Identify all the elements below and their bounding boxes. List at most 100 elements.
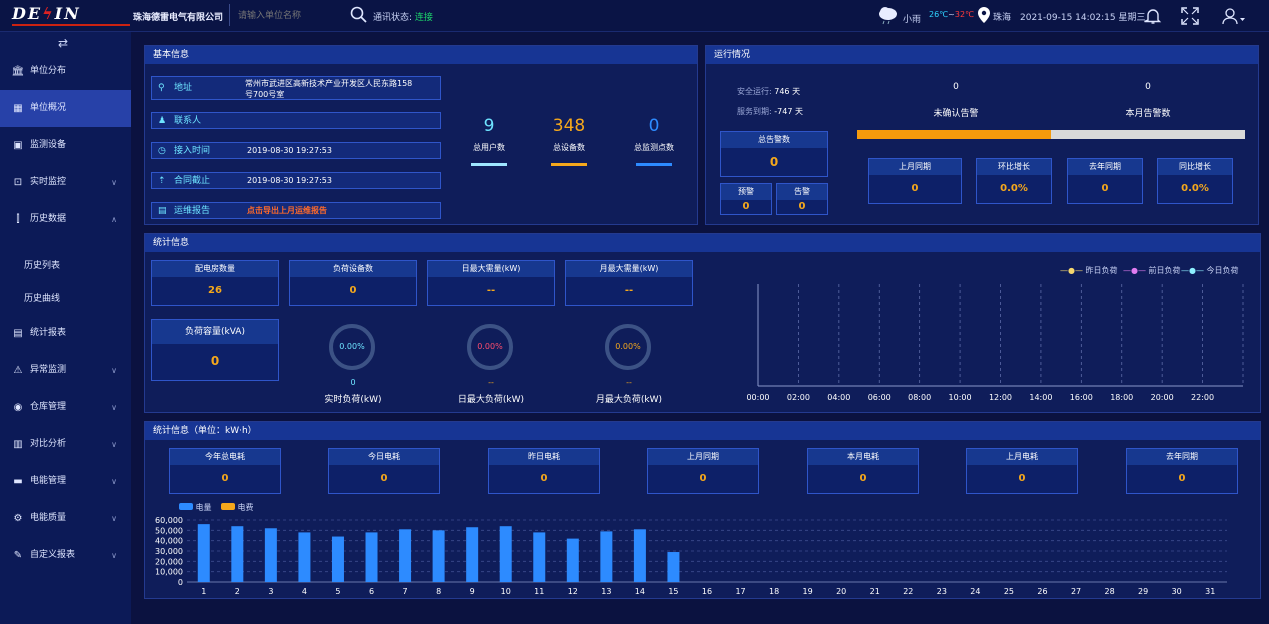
energy-bar[interactable] <box>298 532 311 582</box>
contact-row: ♟ 联系人 <box>151 112 441 129</box>
sidebar-item-realtime[interactable]: ⊡ 实时监控 ∨ <box>0 164 131 201</box>
alarm-progress-bar <box>857 130 1245 139</box>
panel-title: 基本信息 <box>145 46 697 64</box>
alert-icon: ⚠ <box>13 365 23 376</box>
sidebar-subitem-history-list[interactable]: 历史列表 <box>24 261 61 271</box>
stat-monitor-points: 0 总监测点数 <box>624 116 684 166</box>
alarm-progress-fill <box>857 130 1051 139</box>
document-icon: ▤ <box>158 206 167 216</box>
legend-energy: 电量 <box>179 502 212 513</box>
x-tick-label: 30 <box>1172 587 1182 596</box>
x-tick-label: 2 <box>235 587 240 596</box>
total-alarm-card: 总告警数 0 <box>720 131 828 177</box>
energy-bar[interactable] <box>566 538 579 582</box>
x-tick-label: 1 <box>201 587 206 596</box>
energy-bar[interactable] <box>466 527 479 582</box>
export-report-link[interactable]: 点击导出上月运维报告 <box>247 206 327 215</box>
user-icon[interactable] <box>1222 7 1246 25</box>
safe-running: 安全运行: 746 天 <box>737 87 801 96</box>
legend-cost: 电费 <box>221 502 254 513</box>
month-alarm-value: 0 <box>1145 82 1151 92</box>
energy-bar[interactable] <box>264 528 277 582</box>
bell-icon[interactable] <box>1144 7 1162 25</box>
y-tick-label: 30,000 <box>155 547 183 556</box>
hour-tick-label: 04:00 <box>827 393 850 402</box>
x-tick-label: 26 <box>1037 587 1047 596</box>
sidebar: ⇄ 🏛 单位分布 ▦ 单位概况 ▣ 监测设备 ⊡ 实时监控 ∨ ⫿ 历史数据 ∧ 历史列表 历… <box>0 32 131 624</box>
sidebar-item-custom-report[interactable]: ✎ 自定义报表 ∨ <box>0 537 131 574</box>
x-tick-label: 29 <box>1138 587 1148 596</box>
search-input[interactable] <box>229 4 347 26</box>
energy-bar[interactable] <box>600 531 613 582</box>
y-tick-label: 20,000 <box>155 557 183 566</box>
stat-devices: 348 总设备数 <box>539 116 599 166</box>
energy-bar[interactable] <box>633 529 646 582</box>
x-tick-label: 22 <box>903 587 913 596</box>
chevron-down-icon: ∨ <box>111 403 117 412</box>
hour-tick-label: 02:00 <box>787 393 810 402</box>
upload-icon: ⇡ <box>158 176 166 186</box>
city: 珠海 <box>993 13 1012 23</box>
sidebar-item-warehouse[interactable]: ◉ 仓库管理 ∨ <box>0 389 131 426</box>
sidebar-item-history[interactable]: ⫿ 历史数据 ∧ <box>0 201 131 238</box>
energy-panel: 统计信息（单位：kW·h） 今年总电耗 0 今日电耗 0 昨日电耗 0 上月同期 0 本… <box>144 421 1261 599</box>
sidebar-item-unit-overview[interactable]: ▦ 单位概况 <box>0 90 131 127</box>
chevron-down-icon: ∨ <box>111 440 117 449</box>
chevron-down-icon: ∨ <box>111 514 117 523</box>
sidebar-item-anomaly[interactable]: ⚠ 异常监测 ∨ <box>0 352 131 389</box>
basic-info-panel: 基本信息 ⚲ 地址 常州市武进区高新技术产业开发区人民东路158 号700号室 ♟… <box>144 45 698 225</box>
stat-card-rooms: 配电房数量 26 <box>151 260 279 306</box>
custom-report-icon: ✎ <box>13 550 23 561</box>
sidebar-item-reports[interactable]: ▤ 统计报表 <box>0 315 131 352</box>
fullscreen-icon[interactable] <box>1181 7 1199 25</box>
sidebar-item-monitor-devices[interactable]: ▣ 监测设备 <box>0 127 131 164</box>
energy-bar[interactable] <box>667 552 680 582</box>
hour-tick-label: 08:00 <box>908 393 931 402</box>
x-tick-label: 10 <box>501 587 511 596</box>
ops-card-last-month: 上月同期 0 <box>868 158 962 204</box>
logo: DEϟIN <box>12 4 130 26</box>
energy-bar[interactable] <box>197 524 210 582</box>
energy-bar[interactable] <box>231 526 244 582</box>
energy-card-year: 今年总电耗 0 <box>169 448 281 494</box>
energy-card-last-month-same: 上月同期 0 <box>647 448 759 494</box>
energy-bar[interactable] <box>399 529 412 582</box>
x-tick-label: 14 <box>635 587 645 596</box>
energy-bar[interactable] <box>533 532 546 582</box>
power-icon: ▬ <box>13 476 23 487</box>
sidebar-item-compare[interactable]: ▥ 对比分析 ∨ <box>0 426 131 463</box>
panel-title: 统计信息（单位：kW·h） <box>145 422 1260 440</box>
hour-tick-label: 06:00 <box>868 393 891 402</box>
x-tick-label: 12 <box>568 587 578 596</box>
company-name: 珠海德雷电气有限公司 <box>133 13 224 23</box>
sidebar-subitem-history-curve[interactable]: 历史曲线 <box>24 294 61 304</box>
energy-bar[interactable] <box>432 530 445 582</box>
contract-row: ⇡ 合同截止 2019-08-30 19:27:53 <box>151 172 441 189</box>
search-icon[interactable] <box>350 6 368 24</box>
hour-tick-label: 14:00 <box>1029 393 1052 402</box>
person-icon: ♟ <box>158 116 167 126</box>
gauge-month-max-load: 0.00% <box>605 324 651 370</box>
sidebar-toggle-icon[interactable]: ⇄ <box>58 36 69 50</box>
sidebar-item-unit-distribution[interactable]: 🏛 单位分布 <box>0 53 131 90</box>
ops-card-yoy-growth: 同比增长 0.0% <box>1157 158 1233 204</box>
capacity-card: 负荷容量(kVA) 0 <box>151 319 279 381</box>
clock-icon: ◷ <box>158 146 166 156</box>
x-tick-label: 28 <box>1104 587 1114 596</box>
x-tick-label: 13 <box>601 587 611 596</box>
energy-bar[interactable] <box>365 532 378 582</box>
energy-bar[interactable] <box>331 536 344 582</box>
x-tick-label: 5 <box>335 587 340 596</box>
hour-tick-label: 20:00 <box>1151 393 1174 402</box>
datetime: 2021-09-15 14:02:15 星期三 <box>1020 13 1146 23</box>
energy-bar[interactable] <box>499 526 512 582</box>
sidebar-item-quality[interactable]: ⚙ 电能质量 ∨ <box>0 500 131 537</box>
chevron-down-icon: ∨ <box>111 366 117 375</box>
x-tick-label: 27 <box>1071 587 1081 596</box>
chevron-down-icon: ∨ <box>111 477 117 486</box>
comm-status: 通讯状态: 连接 <box>373 13 433 23</box>
sidebar-item-power[interactable]: ▬ 电能管理 ∨ <box>0 463 131 500</box>
location-pin-icon: ⚲ <box>158 83 165 93</box>
legend-today: —●— 今日负荷 <box>1181 266 1239 275</box>
